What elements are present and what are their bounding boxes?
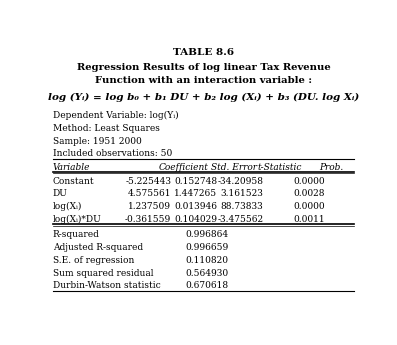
Text: Method: Least Squares: Method: Least Squares [53,124,160,133]
Text: 0.996659: 0.996659 [185,243,228,252]
Text: 0.996864: 0.996864 [185,230,228,239]
Text: 0.0028: 0.0028 [293,189,325,198]
Text: Prob.: Prob. [319,162,343,171]
Text: Regression Results of log linear Tax Revenue: Regression Results of log linear Tax Rev… [77,63,330,72]
Text: Adjusted R-squared: Adjusted R-squared [53,243,143,252]
Text: Included observations: 50: Included observations: 50 [53,149,172,158]
Text: 0.152748: 0.152748 [174,177,217,186]
Text: Coefficient: Coefficient [159,162,209,171]
Text: Constant: Constant [53,177,94,186]
Text: 0.013946: 0.013946 [174,202,217,211]
Text: Sum squared residual: Sum squared residual [53,268,153,277]
Text: Variable: Variable [53,162,90,171]
Text: 4.575561: 4.575561 [128,189,171,198]
Text: 0.104029: 0.104029 [174,215,217,224]
Text: log(Xᵢ): log(Xᵢ) [53,202,82,211]
Text: 0.670618: 0.670618 [185,281,228,290]
Text: S.E. of regression: S.E. of regression [53,256,134,265]
Text: TABLE 8.6: TABLE 8.6 [173,48,234,57]
Text: log(Xᵢ)*DU: log(Xᵢ)*DU [53,215,102,224]
Text: 3.161523: 3.161523 [221,189,264,198]
Text: 0.0000: 0.0000 [293,202,325,211]
Text: -34.20958: -34.20958 [218,177,264,186]
Text: 0.0011: 0.0011 [293,215,325,224]
Text: Function with an interaction variable :: Function with an interaction variable : [95,77,312,86]
Text: 1.237509: 1.237509 [128,202,171,211]
Text: Dependent Variable: log(Yᵢ): Dependent Variable: log(Yᵢ) [53,111,178,120]
Text: Durbin-Watson statistic: Durbin-Watson statistic [53,281,160,290]
Text: DU: DU [53,189,67,198]
Text: Sample: 1951 2000: Sample: 1951 2000 [53,137,141,146]
Text: 88.73833: 88.73833 [221,202,264,211]
Text: -3.475562: -3.475562 [217,215,264,224]
Text: 0.564930: 0.564930 [185,268,228,277]
Text: 0.110820: 0.110820 [185,256,228,265]
Text: t-Statistic: t-Statistic [257,162,302,171]
Text: -0.361559: -0.361559 [125,215,171,224]
Text: 1.447265: 1.447265 [174,189,217,198]
Text: -5.225443: -5.225443 [125,177,171,186]
Text: log (Yᵢ) = log b₀ + b₁ DU + b₂ log (Xᵢ) + b₃ (DU. log Xᵢ): log (Yᵢ) = log b₀ + b₁ DU + b₂ log (Xᵢ) … [48,93,359,102]
Text: 0.0000: 0.0000 [293,177,325,186]
Text: Std. Error: Std. Error [211,162,257,171]
Text: R-squared: R-squared [53,230,100,239]
